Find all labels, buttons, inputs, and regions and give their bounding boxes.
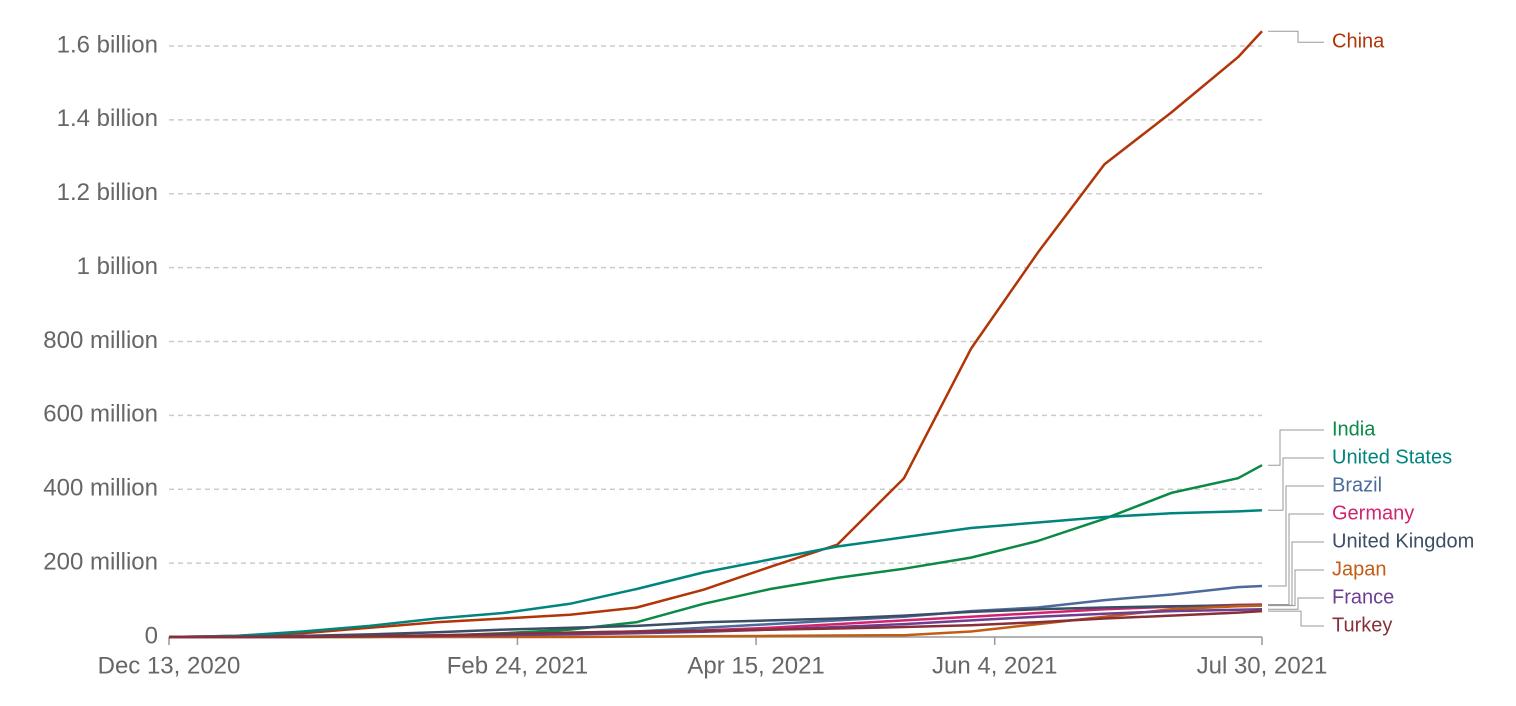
x-tick-label: Apr 15, 2021 bbox=[687, 652, 824, 679]
label-connector bbox=[1268, 457, 1324, 511]
legend-label: United States bbox=[1332, 446, 1452, 468]
y-tick-label: 1.2 billion bbox=[57, 179, 158, 206]
series-line bbox=[169, 608, 1263, 639]
legend-label: Brazil bbox=[1332, 474, 1382, 496]
legend-label: China bbox=[1332, 31, 1385, 53]
x-tick-label: Dec 13, 2020 bbox=[98, 652, 241, 679]
y-tick-label: 400 million bbox=[43, 475, 158, 502]
y-tick-label: 800 million bbox=[43, 327, 158, 354]
y-tick-label: 0 bbox=[145, 622, 158, 649]
series-line bbox=[168, 603, 1263, 639]
legend-label: India bbox=[1332, 418, 1376, 440]
label-connector bbox=[1268, 541, 1324, 606]
label-connector bbox=[1268, 485, 1324, 587]
y-tick-label: 200 million bbox=[43, 548, 158, 575]
series-line bbox=[169, 609, 1263, 639]
x-tick-label: Jul 30, 2021 bbox=[1197, 652, 1328, 679]
label-connector bbox=[1268, 610, 1324, 627]
series-line bbox=[168, 509, 1263, 639]
legend-label: Germany bbox=[1332, 502, 1414, 524]
y-tick-label: 1.4 billion bbox=[57, 105, 158, 132]
x-tick-label: Jun 4, 2021 bbox=[932, 652, 1057, 679]
series-line bbox=[169, 464, 1263, 639]
legend-label: France bbox=[1332, 586, 1394, 608]
label-connector bbox=[1268, 30, 1324, 43]
label-connector bbox=[1268, 569, 1324, 607]
legend-label: Turkey bbox=[1332, 614, 1392, 636]
series-line bbox=[168, 30, 1263, 639]
y-tick-label: 600 million bbox=[43, 401, 158, 428]
y-tick-label: 1 billion bbox=[77, 253, 158, 280]
label-connector bbox=[1268, 513, 1324, 605]
x-tick-label: Feb 24, 2021 bbox=[447, 652, 588, 679]
legend-label: Japan bbox=[1332, 558, 1387, 580]
label-connector bbox=[1268, 597, 1324, 610]
legend-label: United Kingdom bbox=[1332, 530, 1474, 552]
y-tick-label: 1.6 billion bbox=[57, 31, 158, 58]
label-connector bbox=[1268, 429, 1324, 466]
